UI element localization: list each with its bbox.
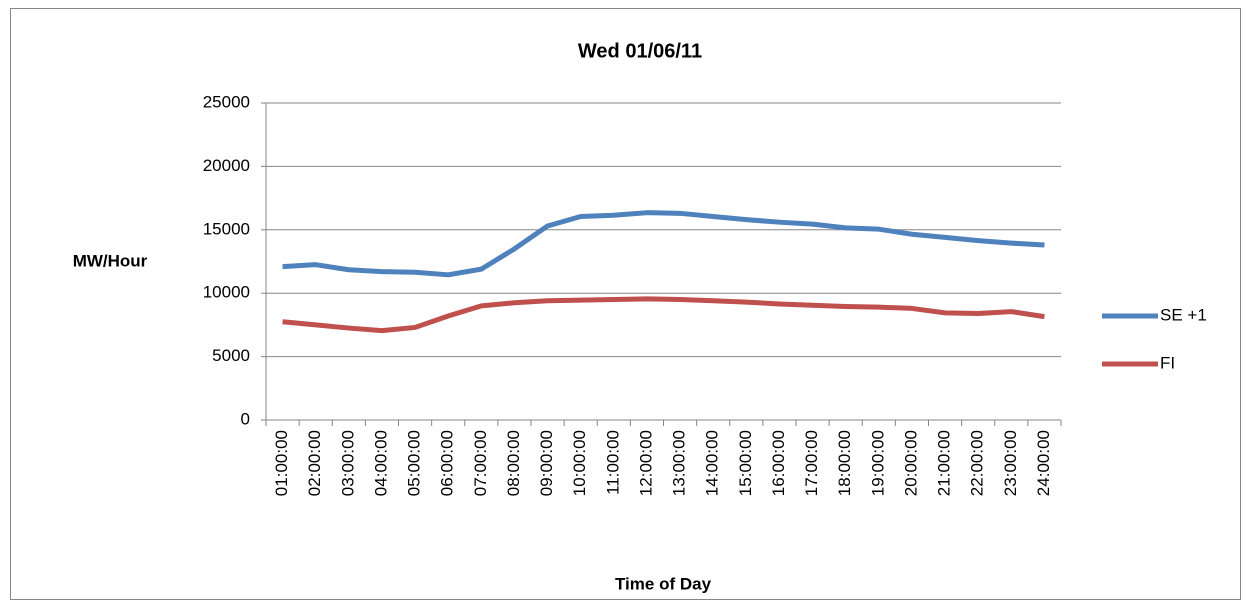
x-tick-label: 14:00:00 <box>703 430 722 496</box>
x-tick-label: 24:00:00 <box>1034 430 1053 496</box>
x-tick-label: 20:00:00 <box>901 430 920 496</box>
series-line <box>282 210 1045 278</box>
x-tick-label: 08:00:00 <box>504 430 523 496</box>
x-tick-label: 09:00:00 <box>537 430 556 496</box>
legend-label: SE +1 <box>1160 305 1207 324</box>
chart-title: Wed 01/06/11 <box>578 40 702 62</box>
x-tick-label: 22:00:00 <box>968 430 987 496</box>
legend-label: FI <box>1160 353 1175 372</box>
y-tick-label: 15000 <box>203 219 250 238</box>
x-tick-label: 03:00:00 <box>338 430 357 496</box>
x-tick-label: 06:00:00 <box>438 430 457 496</box>
x-tick-label: 16:00:00 <box>769 430 788 496</box>
x-tick-label: 18:00:00 <box>835 430 854 496</box>
x-tick-label: 21:00:00 <box>935 430 954 496</box>
y-tick-label: 10000 <box>203 283 250 302</box>
x-tick-label: 07:00:00 <box>471 430 490 496</box>
x-tick-label: 19:00:00 <box>868 430 887 496</box>
x-tick-label: 10:00:00 <box>570 430 589 496</box>
x-tick-label: 12:00:00 <box>636 430 655 496</box>
x-axis-label: Time of Day <box>615 574 712 593</box>
x-tick-label: 23:00:00 <box>1001 430 1020 496</box>
y-tick-label: 20000 <box>203 156 250 175</box>
series-line <box>282 296 1045 334</box>
x-tick-label: 01:00:00 <box>272 430 291 496</box>
y-axis-label: MW/Hour <box>73 251 148 270</box>
y-tick-label: 5000 <box>212 346 250 365</box>
x-tick-label: 02:00:00 <box>305 430 324 496</box>
x-tick-label: 17:00:00 <box>802 430 821 496</box>
chart-border <box>10 8 1241 600</box>
x-tick-label: 05:00:00 <box>405 430 424 496</box>
y-tick-label: 25000 <box>203 92 250 111</box>
x-tick-label: 15:00:00 <box>736 430 755 496</box>
x-tick-label: 04:00:00 <box>371 430 390 496</box>
y-tick-label: 0 <box>241 409 250 428</box>
x-tick-label: 11:00:00 <box>603 430 622 495</box>
x-tick-label: 13:00:00 <box>670 430 689 496</box>
